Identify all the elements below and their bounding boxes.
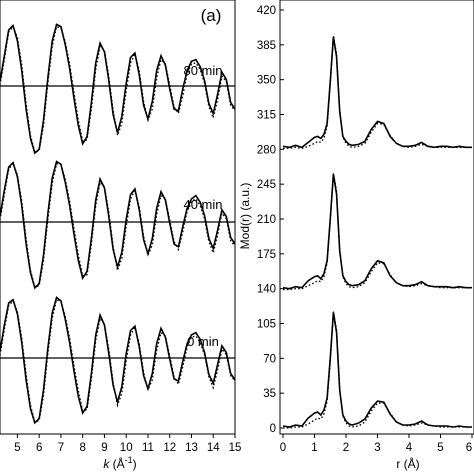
fit-curve-0-min bbox=[0, 298, 236, 423]
right-y-axis: 0 35 70 105 140 175 210 245 280 315 350 385 420 bbox=[257, 5, 284, 435]
r-tick-label-0: 0 bbox=[280, 442, 286, 454]
left-spectra bbox=[0, 23, 236, 425]
y-tick-label-175: 175 bbox=[257, 249, 276, 261]
x-label-unit-superscript: -1 bbox=[125, 455, 133, 465]
y-tick-label-385: 385 bbox=[257, 40, 276, 52]
x-label-close: ) bbox=[133, 457, 137, 471]
x-label-unit: (Å bbox=[109, 456, 124, 471]
right-spectra bbox=[282, 35, 472, 429]
x-tick-label-11: 11 bbox=[142, 442, 154, 454]
experimental-curve-80-min bbox=[0, 23, 236, 155]
y-tick-label-105: 105 bbox=[257, 319, 276, 331]
y-tick-label-350: 350 bbox=[257, 75, 276, 87]
x-label-symbol: k bbox=[103, 457, 110, 471]
x-tick-label-10: 10 bbox=[120, 442, 133, 454]
modr-experimental-curve-40-min bbox=[282, 174, 472, 290]
right-x-axis-label: r (Å) bbox=[396, 456, 419, 471]
r-tick-label-3: 3 bbox=[374, 442, 380, 454]
left-plot-frame bbox=[0, 0, 236, 435]
x-tick-label-5: 5 bbox=[14, 442, 20, 454]
y-tick-label-280: 280 bbox=[257, 144, 276, 156]
left-spectrum-labels: 80 min 40 min 0 min bbox=[183, 63, 222, 349]
modr-fit-curve-0-min bbox=[283, 311, 472, 429]
panel-label: (a) bbox=[201, 6, 222, 25]
modr-experimental-curve-0-min bbox=[282, 312, 472, 428]
modr-fit-curve-80-min bbox=[283, 35, 472, 150]
y-tick-label-70: 70 bbox=[263, 353, 276, 365]
x-tick-label-9: 9 bbox=[101, 442, 107, 454]
left-spectrum-baselines bbox=[0, 85, 235, 359]
r-tick-label-6: 6 bbox=[466, 442, 472, 454]
x-tick-label-8: 8 bbox=[79, 442, 85, 454]
x-tick-label-13: 13 bbox=[185, 442, 198, 454]
r-tick-label-2: 2 bbox=[343, 442, 349, 454]
r-tick-label-5: 5 bbox=[437, 442, 443, 454]
y-tick-label-140: 140 bbox=[257, 284, 276, 296]
fit-curve-80-min bbox=[0, 25, 236, 153]
y-tick-label-0: 0 bbox=[270, 423, 276, 435]
left-x-axis-label: k (Å-1) bbox=[103, 455, 136, 471]
x-tick-label-14: 14 bbox=[207, 442, 220, 454]
right-y-axis-label: Mod(r) (a.u.) bbox=[238, 183, 252, 250]
modr-experimental-curve-80-min bbox=[282, 36, 472, 149]
right-plot-frame bbox=[279, 0, 474, 435]
y-tick-label-245: 245 bbox=[257, 179, 276, 191]
x-tick-label-15: 15 bbox=[229, 442, 242, 454]
x-tick-label-6: 6 bbox=[36, 442, 42, 454]
y-tick-label-35: 35 bbox=[263, 388, 276, 400]
experimental-curve-0-min bbox=[0, 296, 236, 425]
spectrum-label-80-min: 80 min bbox=[183, 63, 222, 78]
x-tick-label-12: 12 bbox=[163, 442, 176, 454]
spectrum-label-0-min: 0 min bbox=[187, 334, 219, 349]
spectrum-label-40-min: 40 min bbox=[183, 197, 222, 212]
r-tick-label-4: 4 bbox=[406, 442, 413, 454]
left-x-axis: 5 6 7 8 9 10 11 12 13 14 15 bbox=[14, 434, 241, 454]
y-tick-label-420: 420 bbox=[257, 5, 276, 17]
y-tick-label-210: 210 bbox=[257, 214, 276, 226]
right-x-axis: 0 1 2 3 4 5 6 bbox=[280, 434, 473, 454]
x-tick-label-7: 7 bbox=[58, 442, 64, 454]
experimental-curve-40-min bbox=[0, 160, 236, 290]
r-tick-label-1: 1 bbox=[311, 442, 317, 454]
y-tick-label-315: 315 bbox=[257, 110, 276, 122]
modr-fit-curve-40-min bbox=[283, 173, 472, 291]
